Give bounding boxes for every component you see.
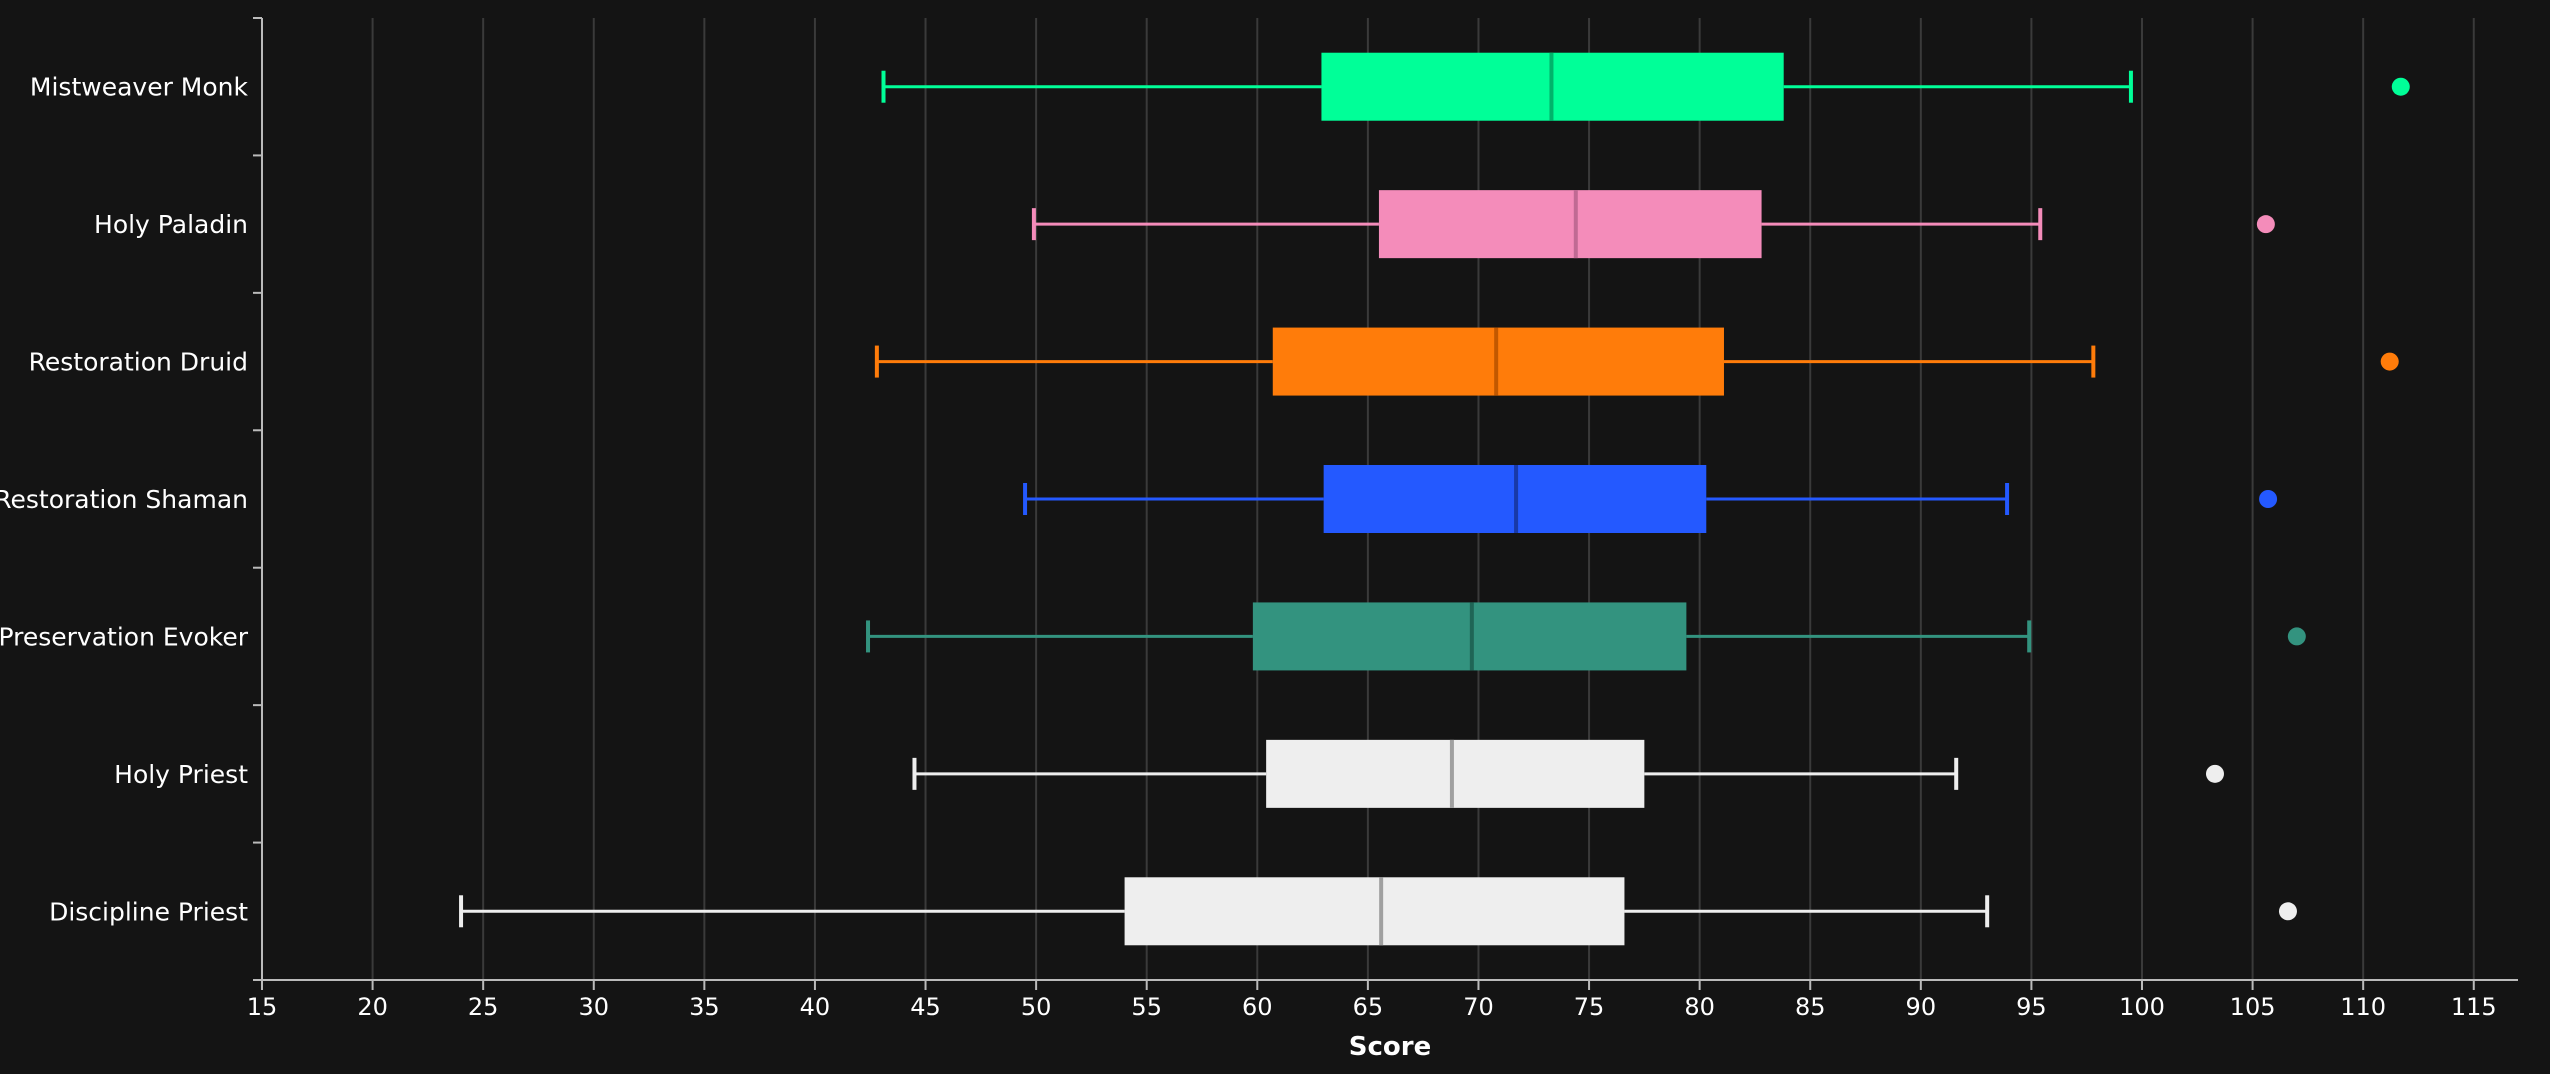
x-tick-label: 115 [2451, 993, 2497, 1021]
axes [253, 17, 2518, 990]
x-tick-label: 40 [800, 993, 831, 1021]
category-label: Holy Priest [114, 760, 248, 789]
x-tick-label: 80 [1684, 993, 1715, 1021]
x-tick-label: 30 [578, 993, 609, 1021]
category-labels: Mistweaver Monk Holy Paladin Restoration D… [0, 73, 249, 927]
x-tick-label: 35 [689, 993, 720, 1021]
outlier-point [2256, 215, 2275, 234]
iqr-box [1378, 190, 1762, 259]
iqr-box [1272, 327, 1724, 396]
x-tick-label: 20 [357, 993, 388, 1021]
x-tick-label: 25 [468, 993, 499, 1021]
iqr-box [1252, 602, 1687, 671]
x-tick-label: 110 [2340, 993, 2386, 1021]
x-tick-label: 70 [1463, 993, 1494, 1021]
box-group [1023, 465, 2278, 533]
x-tick-label: 105 [2230, 993, 2276, 1021]
x-tick-label: 55 [1131, 993, 1162, 1021]
box-group [459, 877, 2297, 946]
outlier-point [2287, 627, 2306, 646]
x-tick-labels: 15 20 25 30 35 40 45 50 55 60 65 70 75 80 85 90 95 100 105… [247, 993, 2497, 1021]
iqr-box [1266, 739, 1645, 808]
outlier-point [2380, 352, 2399, 371]
box-group [866, 602, 2306, 671]
category-label: Discipline Priest [49, 897, 248, 926]
x-tick-label: 15 [247, 993, 278, 1021]
category-label: Restoration Druid [29, 348, 248, 377]
box-group [874, 327, 2399, 396]
x-tick-label: 45 [910, 993, 941, 1021]
iqr-box [1124, 877, 1625, 946]
box-group [881, 52, 2410, 121]
outlier-point [2391, 77, 2410, 96]
x-tick-label: 65 [1353, 993, 1384, 1021]
category-label: Holy Paladin [94, 210, 248, 239]
x-tick-label: 95 [2016, 993, 2047, 1021]
outlier-point [2205, 764, 2224, 783]
x-tick-label: 85 [1795, 993, 1826, 1021]
category-label: Mistweaver Monk [30, 73, 249, 102]
box-series [459, 52, 2410, 946]
x-tick-label: 90 [1906, 993, 1937, 1021]
x-axis-title: Score [1349, 1032, 1431, 1062]
x-tick-label: 50 [1021, 993, 1052, 1021]
category-label: Restoration Shaman [0, 485, 248, 514]
box-group [912, 739, 2224, 808]
outlier-point [2278, 902, 2297, 921]
x-tick-label: 60 [1242, 993, 1273, 1021]
box-group [1031, 190, 2275, 259]
x-tick-label: 75 [1574, 993, 1605, 1021]
category-label: Preservation Evoker [0, 622, 249, 651]
outlier-point [2259, 490, 2278, 508]
x-tick-label: 100 [2119, 993, 2165, 1021]
